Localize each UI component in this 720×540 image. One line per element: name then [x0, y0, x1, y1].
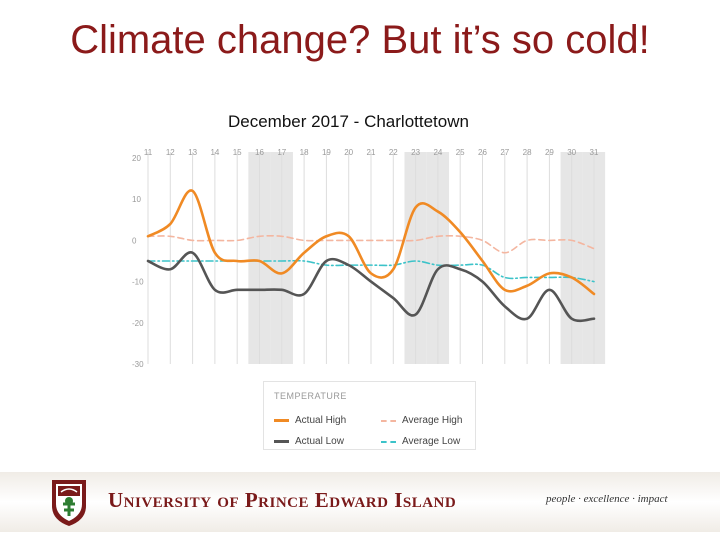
legend-label: Actual Low: [295, 436, 344, 447]
y-tick-label: -30: [132, 360, 144, 369]
legend-label: Average High: [402, 415, 463, 426]
temperature-chart: 11 12 13 14 15 16 17 18 19 20 21 22 23 24 25 26 27 28 29 30…: [132, 148, 606, 369]
x-tick-label: 20: [344, 148, 353, 157]
legend-item-actual-high: Actual High: [274, 415, 346, 426]
university-motto: people · excellence · impact: [546, 493, 668, 505]
legend-swatch: [274, 440, 289, 443]
series-line-actual-high: [146, 189, 596, 296]
legend-swatch: [274, 419, 289, 422]
y-tick-label: 0: [132, 236, 137, 245]
legend-item-average-low: Average Low: [381, 436, 460, 447]
x-tick-label: 13: [188, 148, 197, 157]
x-tick-label: 15: [233, 148, 242, 157]
slide-title: Climate change? But it’s so cold!: [70, 18, 650, 62]
university-crest-icon: [52, 480, 86, 526]
x-tick-label: 11: [144, 148, 153, 157]
x-tick-label: 31: [590, 148, 599, 157]
y-axis-ticks: 20 10 0 -10 -20 -30: [132, 154, 144, 369]
x-tick-label: 17: [277, 148, 286, 157]
series-line-actual-low: [146, 251, 596, 323]
legend-title: TEMPERATURE: [274, 391, 347, 401]
legend-swatch: [381, 440, 396, 443]
x-tick-label: 24: [433, 148, 442, 157]
chart-series: [146, 189, 596, 323]
legend-item-average-high: Average High: [381, 415, 462, 426]
series-line-average-low: [147, 259, 595, 283]
x-tick-label: 27: [500, 148, 509, 157]
x-tick-label: 12: [166, 148, 175, 157]
weekend-shading: [248, 152, 606, 364]
x-tick-label: 18: [300, 148, 309, 157]
legend-label: Actual High: [295, 415, 347, 426]
x-tick-label: 21: [367, 148, 376, 157]
x-tick-label: 29: [545, 148, 554, 157]
legend-swatch: [381, 419, 396, 422]
x-tick-label: 23: [411, 148, 420, 157]
legend-label: Average Low: [402, 436, 461, 447]
x-tick-label: 19: [322, 148, 331, 157]
university-name: University of Prince Edward Island: [108, 488, 457, 512]
y-tick-label: -10: [132, 278, 144, 287]
y-tick-label: 10: [132, 195, 141, 204]
x-tick-label: 16: [255, 148, 264, 157]
slide-subtitle: December 2017 - Charlottetown: [228, 112, 469, 131]
chart-grid: [147, 152, 595, 364]
y-tick-label: -20: [132, 319, 144, 328]
university-footer: University of Prince Edward Island peopl…: [0, 472, 720, 532]
series-line-average-high: [147, 234, 595, 254]
x-tick-label: 25: [456, 148, 465, 157]
x-tick-label: 28: [523, 148, 532, 157]
x-tick-label: 22: [389, 148, 398, 157]
x-tick-label: 26: [478, 148, 487, 157]
x-tick-label: 30: [567, 148, 576, 157]
x-tick-label: 14: [210, 148, 219, 157]
legend-item-actual-low: Actual Low: [274, 436, 344, 447]
chart-legend: TEMPERATURE Actual High Average High Act…: [263, 381, 476, 450]
y-tick-label: 20: [132, 154, 141, 163]
x-axis-ticks: 11 12 13 14 15 16 17 18 19 20 21 22 23 24 25 26 27 28 29 30…: [144, 148, 599, 157]
